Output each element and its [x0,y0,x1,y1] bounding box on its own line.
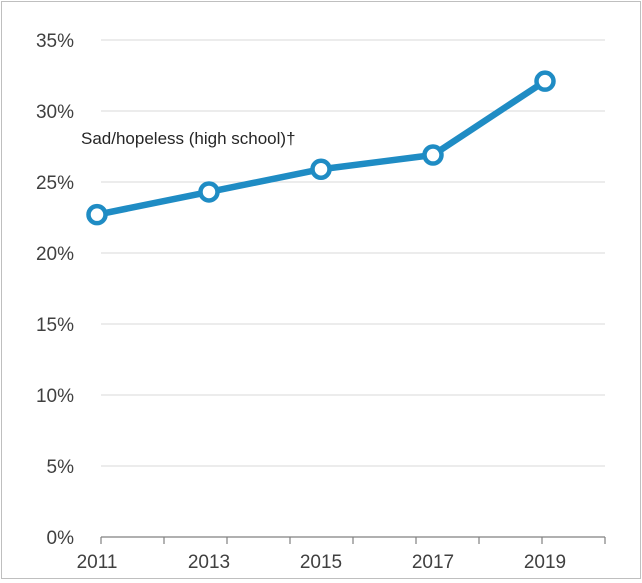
y-tick-label: 30% [36,102,74,123]
y-tick-label: 25% [36,173,74,194]
x-tick-label: 2019 [524,552,566,573]
x-axis-tick-labels: 2011 2013 2015 2017 2019 [77,552,567,573]
y-tick-label: 10% [36,386,74,407]
x-tick-label: 2017 [412,552,454,573]
x-tick-label: 2015 [300,552,342,573]
x-axis [100,536,606,544]
data-point [422,144,444,166]
data-point [198,181,220,203]
y-tick-label: 0% [47,528,75,549]
y-tick-label: 15% [36,315,74,336]
data-point [310,158,332,180]
gridlines [101,39,605,467]
data-point [534,70,556,92]
y-tick-label: 20% [36,244,74,265]
x-tick-label: 2013 [188,552,230,573]
y-tick-label: 35% [36,31,74,52]
x-tick-label: 2011 [77,552,118,573]
y-tick-label: 5% [47,457,75,478]
data-point [86,203,108,226]
series-label: Sad/hopeless (high school)† [81,129,296,148]
y-axis-tick-labels: 0% 5% 10% 15% 20% 25% 30% 35% [36,31,74,549]
series-sad-hopeless [86,70,556,226]
